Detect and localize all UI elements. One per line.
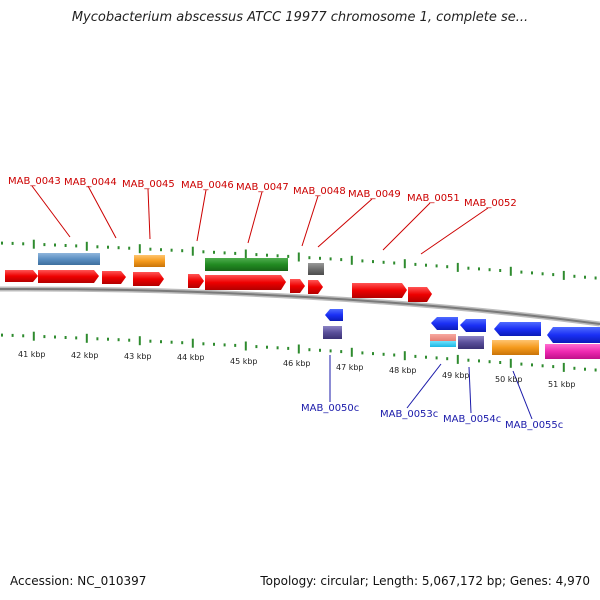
cds-arrow-reverse[interactable] [547, 327, 600, 343]
cds-arrow-reverse[interactable] [460, 319, 486, 332]
kbp-label: 48 kbp [389, 366, 417, 375]
kbp-scale: 41 kbp 42 kbp 43 kbp 44 kbp 45 kbp 46 kb… [18, 350, 576, 389]
gene-label-mab-0052[interactable]: MAB_0052 [464, 198, 517, 209]
cds-arrow-reverse[interactable] [494, 322, 541, 336]
kbp-label: 47 kbp [336, 363, 364, 372]
gene-label-mab-0055c[interactable]: MAB_0055c [505, 420, 563, 431]
kbp-label: 45 kbp [230, 357, 258, 366]
genome-summary-text: Topology: circular; Length: 5,067,172 bp… [260, 574, 590, 588]
kbp-label: 42 kbp [71, 351, 99, 360]
cds-arrow-forward[interactable] [290, 279, 305, 293]
cds-arrow-forward[interactable] [352, 283, 407, 298]
forward-cds-track[interactable] [5, 270, 432, 302]
tick-track-lower [1, 331, 597, 372]
feature-track-upper[interactable] [38, 253, 324, 275]
cds-arrow-reverse[interactable] [431, 317, 458, 330]
gene-feature[interactable] [492, 340, 539, 355]
chromosome-backbone-core [0, 287, 600, 325]
kbp-label: 41 kbp [18, 350, 46, 359]
gene-feature[interactable] [323, 326, 342, 339]
reverse-gene-labels: MAB_0050c MAB_0053c MAB_0054c MAB_0055c [301, 403, 563, 431]
chromosome-backbone [0, 286, 600, 327]
kbp-label: 49 kbp [442, 371, 470, 380]
cds-arrow-forward[interactable] [102, 271, 126, 284]
cds-arrow-forward[interactable] [408, 287, 432, 302]
gene-feature[interactable] [545, 344, 600, 359]
cds-arrow-forward[interactable] [188, 274, 204, 288]
forward-gene-labels: MAB_0043 MAB_0044 MAB_0045 MAB_0046 MAB_… [8, 176, 517, 209]
cds-arrow-forward[interactable] [133, 272, 164, 286]
gene-feature[interactable] [430, 341, 456, 347]
gene-feature[interactable] [308, 263, 324, 275]
gene-label-mab-0047[interactable]: MAB_0047 [236, 182, 289, 193]
tick-track-upper [1, 239, 597, 280]
gene-label-mab-0046[interactable]: MAB_0046 [181, 180, 234, 191]
kbp-label: 43 kbp [124, 352, 152, 361]
cds-arrow-forward[interactable] [308, 280, 323, 294]
kbp-label: 51 kbp [548, 380, 576, 389]
reverse-cds-track[interactable] [325, 309, 600, 343]
gene-label-mab-0051[interactable]: MAB_0051 [407, 193, 460, 204]
cds-arrow-forward[interactable] [205, 275, 286, 290]
gene-feature[interactable] [38, 253, 100, 265]
gene-label-mab-0043[interactable]: MAB_0043 [8, 176, 61, 187]
gene-label-mab-0053c[interactable]: MAB_0053c [380, 409, 438, 420]
feature-track-lower[interactable] [323, 326, 600, 359]
kbp-label: 46 kbp [283, 359, 311, 368]
gene-label-mab-0050c[interactable]: MAB_0050c [301, 403, 359, 414]
gene-label-mab-0048[interactable]: MAB_0048 [293, 186, 346, 197]
cds-arrow-forward[interactable] [5, 270, 38, 282]
gene-feature[interactable] [205, 258, 288, 271]
cds-arrow-reverse[interactable] [325, 309, 343, 321]
gene-feature[interactable] [430, 334, 456, 341]
gene-label-mab-0044[interactable]: MAB_0044 [64, 177, 117, 188]
gene-feature[interactable] [458, 336, 484, 349]
accession-text: Accession: NC_010397 [10, 574, 147, 588]
reverse-leaders [329, 355, 533, 420]
kbp-label: 50 kbp [495, 375, 523, 384]
forward-leaders [31, 185, 489, 255]
gene-label-mab-0049[interactable]: MAB_0049 [348, 189, 401, 200]
kbp-label: 44 kbp [177, 353, 205, 362]
gene-label-mab-0045[interactable]: MAB_0045 [122, 179, 175, 190]
gene-feature[interactable] [134, 255, 165, 267]
gene-label-mab-0054c[interactable]: MAB_0054c [443, 414, 501, 425]
cds-arrow-forward[interactable] [38, 270, 99, 283]
map-title: Mycobacterium abscessus ATCC 19977 chrom… [71, 10, 529, 25]
